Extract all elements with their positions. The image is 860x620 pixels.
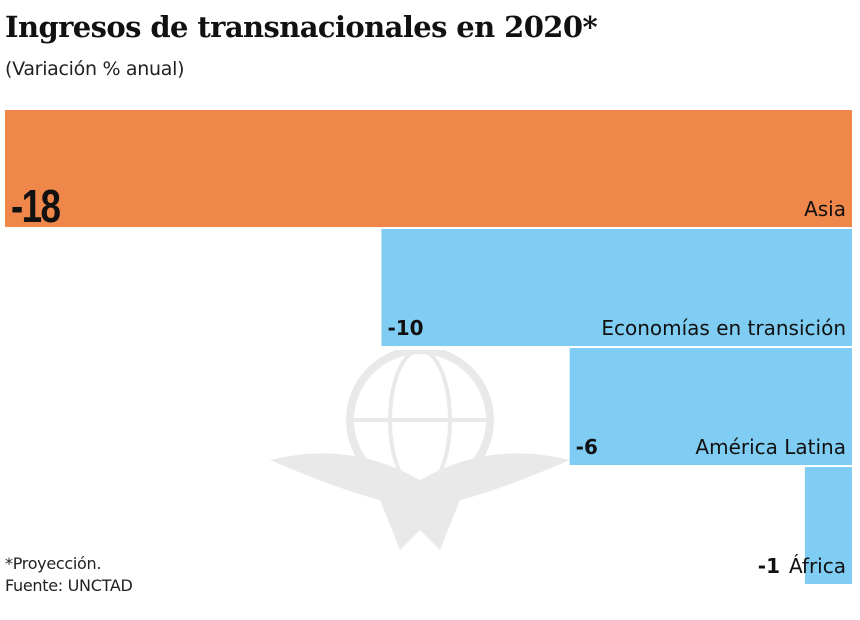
category-label-economias-en-transicion: Economías en transición — [601, 316, 846, 340]
value-label-africa: -1 — [758, 554, 780, 578]
category-label-africa: África — [789, 554, 846, 578]
eagle-globe-watermark-icon — [270, 350, 570, 550]
footnote: *Proyección. — [5, 554, 102, 573]
value-label-america-latina: -6 — [576, 435, 598, 459]
bar-economias-en-transicion — [381, 229, 852, 346]
value-label-economias-en-transicion: -10 — [387, 316, 423, 340]
chart-footer: *Proyección. Fuente: UNCTAD — [5, 553, 133, 597]
chart-title: Ingresos de transnacionales en 2020* — [5, 10, 598, 44]
category-label-asia: Asia — [804, 197, 846, 221]
bar-africa — [804, 467, 852, 584]
value-label-asia: -18 — [11, 180, 60, 232]
bar-america-latina — [569, 348, 852, 465]
category-label-america-latina: América Latina — [695, 435, 846, 459]
chart-subtitle: (Variación % anual) — [5, 58, 185, 80]
source-note: Fuente: UNCTAD — [5, 576, 133, 595]
bar-asia — [5, 110, 852, 227]
